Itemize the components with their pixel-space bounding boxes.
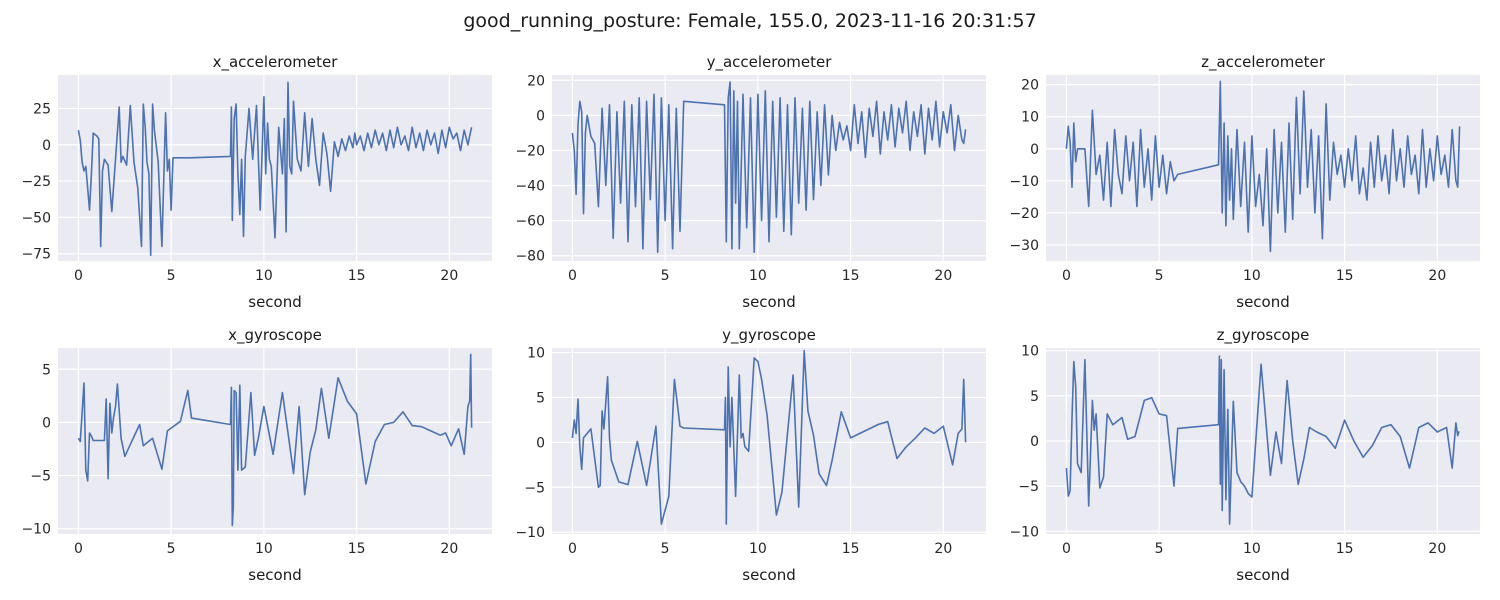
y-tick-label: −40 xyxy=(515,179,545,195)
y-tick-label: 10 xyxy=(1021,344,1039,360)
x-tick-label: 0 xyxy=(1062,541,1071,557)
y-tick-label: −5 xyxy=(524,480,545,496)
x-tick-label: 5 xyxy=(167,541,176,557)
series-line xyxy=(571,349,967,525)
y-tick-label: −30 xyxy=(1009,238,1039,254)
x-tick-label: 20 xyxy=(1428,268,1446,284)
x-tick-label: 15 xyxy=(842,541,860,557)
y-tick-label: −20 xyxy=(1009,206,1039,222)
y-tick-label: −80 xyxy=(515,249,545,265)
y-tick-label: 25 xyxy=(33,101,51,117)
plot-area xyxy=(1046,75,1480,261)
x-tick-label: 10 xyxy=(749,268,767,284)
x-tick-label: 0 xyxy=(568,268,577,284)
y-tick-label: 0 xyxy=(536,108,545,124)
y-tick-label: 0 xyxy=(42,138,51,154)
y-tick-label: 5 xyxy=(1030,389,1039,405)
x-tick-label: 5 xyxy=(1155,268,1164,284)
x-axis-label: second xyxy=(742,293,796,311)
y-tick-label: 0 xyxy=(536,435,545,451)
x-tick-label: 20 xyxy=(934,268,952,284)
y-tick-label: 20 xyxy=(527,73,545,89)
y-tick-label: 0 xyxy=(42,415,51,431)
y-tick-label: −60 xyxy=(515,214,545,230)
subplot-z_accelerometer: 0 5 10 15 20 −30 −20 −10 0 10 20 z_accelerometersec… xyxy=(1009,53,1480,311)
y-tick-label: −10 xyxy=(1009,174,1039,190)
x-tick-label: 5 xyxy=(1155,541,1164,557)
subplot-title: y_gyroscope xyxy=(722,326,816,345)
y-tick-label: −50 xyxy=(21,210,51,226)
y-tick-label: −75 xyxy=(21,247,51,263)
x-tick-label: 5 xyxy=(661,268,670,284)
y-tick-label: 10 xyxy=(527,345,545,361)
subplot-title: x_accelerometer xyxy=(213,53,339,72)
x-axis-label: second xyxy=(1236,293,1290,311)
y-tick-label: −25 xyxy=(21,174,51,190)
y-tick-label: −20 xyxy=(515,143,545,159)
x-tick-label: 15 xyxy=(348,268,366,284)
x-tick-label: 0 xyxy=(568,541,577,557)
y-tick-label: −10 xyxy=(1009,524,1039,540)
subplot-y_accelerometer: 0 5 10 15 20 −80 −60 −40 −20 0 20 y_accelerometerse… xyxy=(515,53,986,311)
y-tick-label: 0 xyxy=(1030,142,1039,158)
x-tick-label: 0 xyxy=(74,541,83,557)
y-tick-label: 5 xyxy=(42,362,51,378)
x-tick-label: 15 xyxy=(1336,268,1354,284)
x-tick-label: 15 xyxy=(1336,541,1354,557)
x-tick-label: 15 xyxy=(842,268,860,284)
x-tick-label: 10 xyxy=(255,268,273,284)
series-line xyxy=(77,81,473,256)
x-axis-label: second xyxy=(248,566,302,584)
subplot-title: x_gyroscope xyxy=(228,326,322,345)
x-tick-label: 20 xyxy=(1428,541,1446,557)
series-line xyxy=(1065,80,1461,253)
x-tick-label: 5 xyxy=(661,541,670,557)
y-tick-label: 5 xyxy=(536,390,545,406)
subplot-title: z_gyroscope xyxy=(1217,326,1310,345)
figure-title: good_running_posture: Female, 155.0, 202… xyxy=(463,10,1036,32)
y-tick-label: 20 xyxy=(1021,78,1039,94)
x-tick-label: 20 xyxy=(440,541,458,557)
subplot-grid: 0 5 10 15 20−75−50−25025x_accelerometersecon… xyxy=(21,53,1480,584)
x-axis-label: second xyxy=(742,566,796,584)
x-tick-label: 5 xyxy=(167,268,176,284)
x-tick-label: 10 xyxy=(1243,268,1261,284)
y-tick-label: 0 xyxy=(1030,434,1039,450)
x-tick-label: 20 xyxy=(440,268,458,284)
y-tick-label: −10 xyxy=(515,525,545,541)
series-line xyxy=(1065,355,1460,525)
y-tick-label: −5 xyxy=(30,469,51,485)
x-tick-label: 10 xyxy=(255,541,273,557)
series-line xyxy=(77,353,473,527)
x-tick-label: 20 xyxy=(934,541,952,557)
series-line xyxy=(571,81,967,253)
x-tick-label: 15 xyxy=(348,541,366,557)
y-tick-label: −5 xyxy=(1018,479,1039,495)
y-tick-label: −10 xyxy=(21,522,51,538)
x-tick-label: 0 xyxy=(74,268,83,284)
subplot-x_accelerometer: 0 5 10 15 20 −75 −50 −25 0 25 x_accelerometersecon… xyxy=(21,53,492,311)
x-axis-label: second xyxy=(1236,566,1290,584)
x-tick-label: 10 xyxy=(1243,541,1261,557)
x-tick-label: 10 xyxy=(749,541,767,557)
subplot-title: z_accelerometer xyxy=(1201,53,1326,72)
x-tick-label: 0 xyxy=(1062,268,1071,284)
x-axis-label: second xyxy=(248,293,302,311)
subplot-title: y_accelerometer xyxy=(707,53,833,72)
y-tick-label: 10 xyxy=(1021,110,1039,126)
